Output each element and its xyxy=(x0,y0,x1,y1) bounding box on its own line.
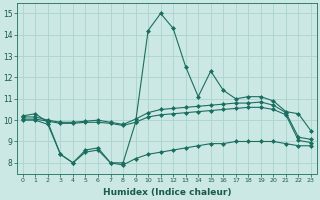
X-axis label: Humidex (Indice chaleur): Humidex (Indice chaleur) xyxy=(103,188,231,197)
